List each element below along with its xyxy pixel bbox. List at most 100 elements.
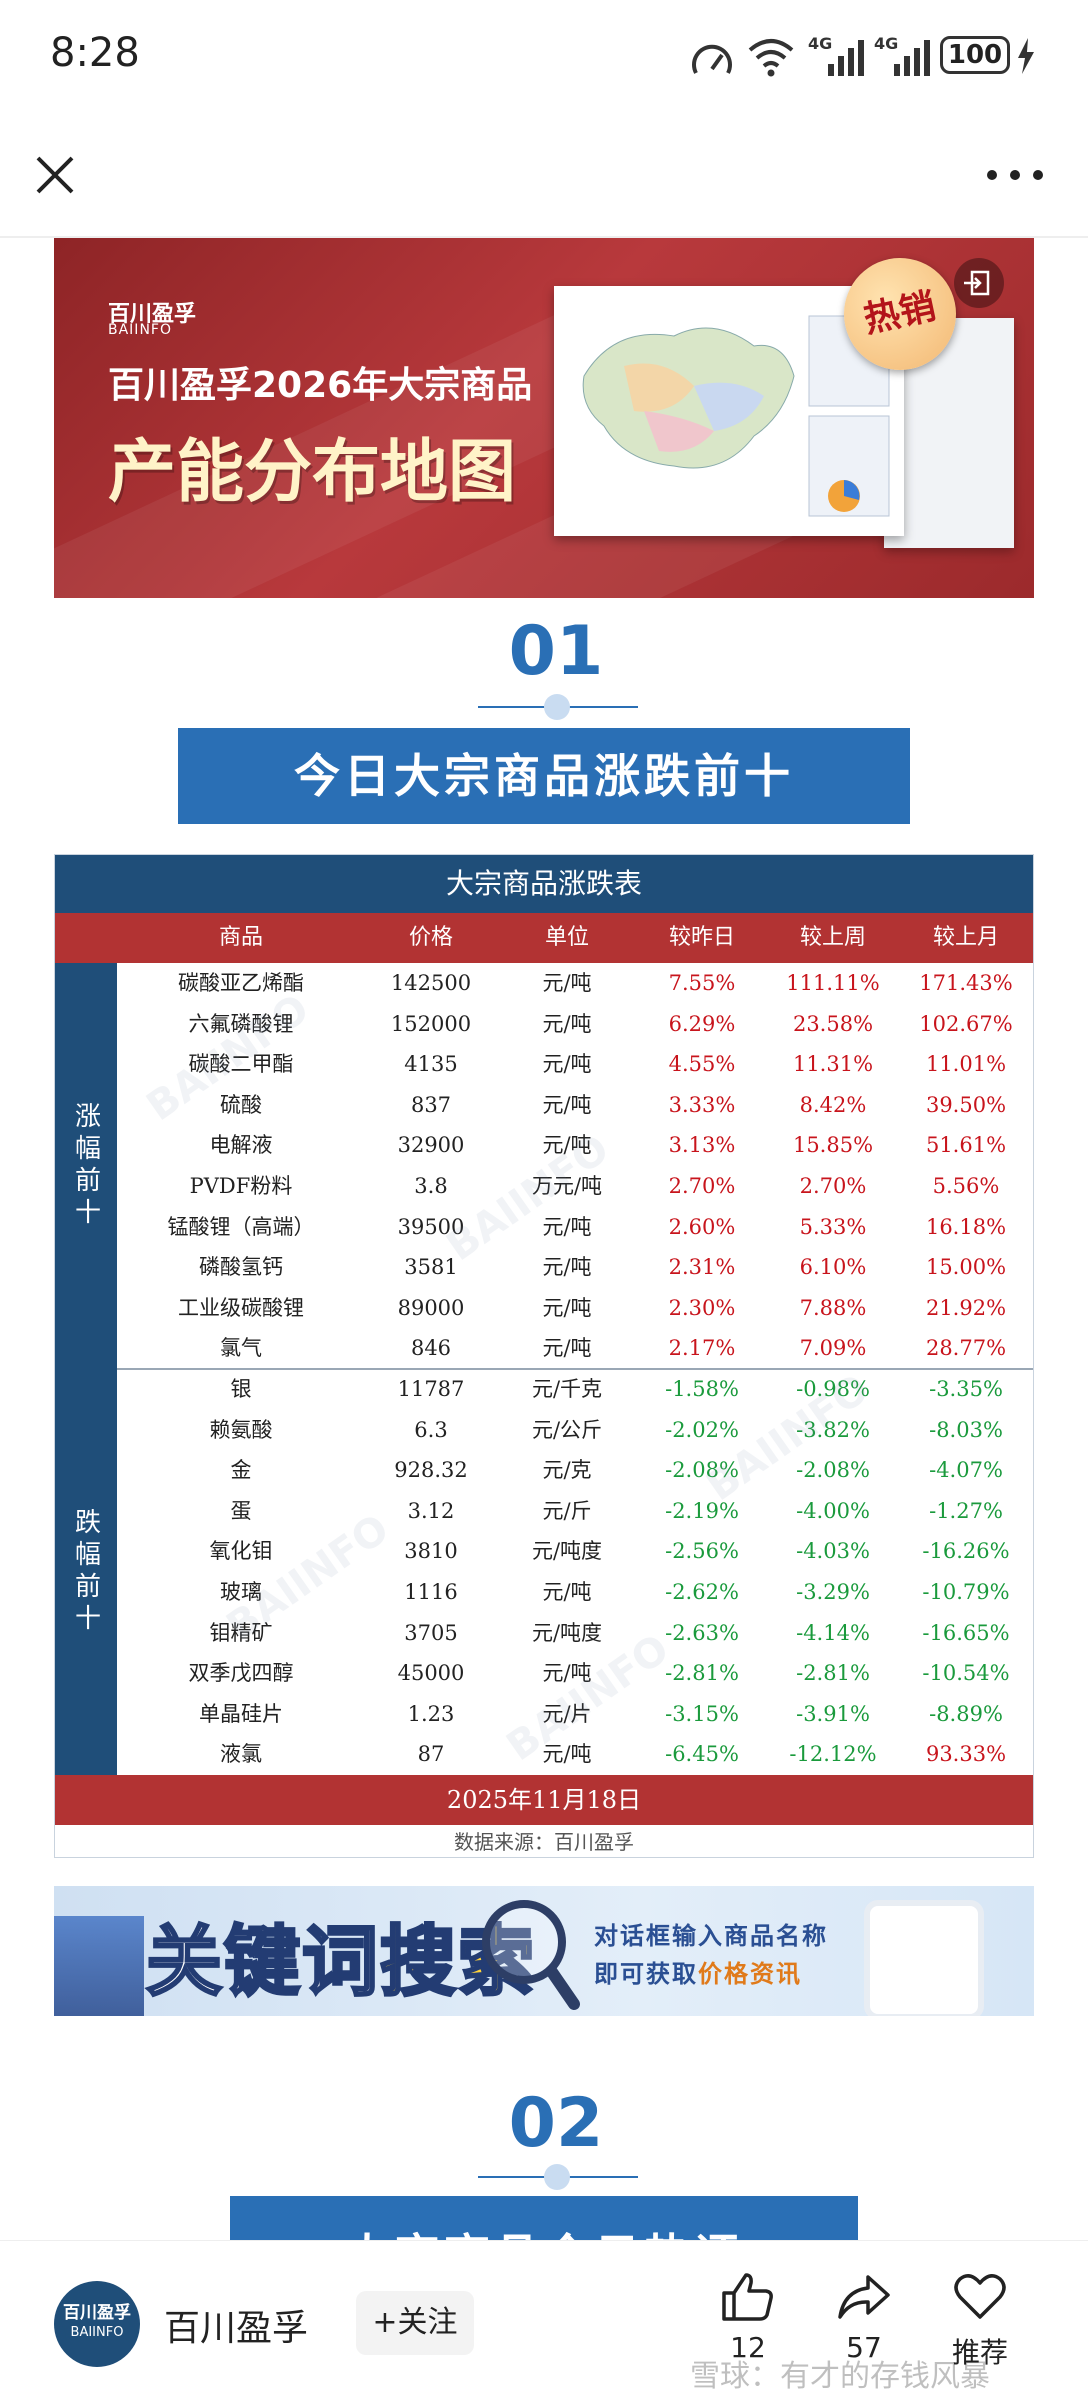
like-button[interactable]: 12 [708,2271,788,2391]
unit: 万元/吨 [531,1174,603,1198]
section-dot [544,2164,570,2190]
price: 1.23 [407,1701,455,1726]
share-icon [838,2275,890,2319]
change-vs-yesterday: -2.56% [665,1539,739,1564]
recommend-label: 推荐 [951,2336,1008,2369]
unit: 元/千克 [531,1377,603,1401]
change-vs-yesterday: 7.55% [668,971,736,995]
table-row: 玻璃 1116 元/吨 -2.62% -3.29% -10.79% [117,1572,1033,1612]
col-header-vs-last-month: 较上月 [932,925,999,950]
commodity-name: PVDF粉料 [189,1174,293,1198]
change-vs-last-week: 111.11% [786,971,880,995]
price: 3.8 [414,1174,448,1198]
price: 837 [410,1092,452,1117]
price: 846 [410,1336,452,1361]
unit: 元/吨 [542,971,592,995]
price: 89000 [397,1295,465,1320]
change-vs-yesterday: 3.13% [668,1133,736,1158]
keyword-search-banner[interactable]: 关键词搜索 对话框输入商品名称 即可获取价格资讯 [54,1886,1034,2016]
change-vs-last-month: -1.27% [929,1498,1003,1523]
table-row: 碳酸亚乙烯酯 142500 元/吨 7.55% 111.11% 171.43% [117,963,1033,1003]
price: 3.12 [407,1498,455,1523]
change-vs-yesterday: -2.63% [665,1620,739,1645]
section-title: 今日大宗商品涨跌前十 [178,728,910,824]
banner2-line2-part1: 即可获取 [594,1960,698,1988]
price: 928.32 [394,1458,468,1483]
col-header-commodity: 商品 [218,925,263,950]
table-row: 银 11787 元/千克 -1.58% -0.98% -3.35% [117,1369,1033,1409]
banner-logo-cn: 百川盈孚 [108,302,197,327]
commodity-name: 锰酸锂（高端） [167,1214,315,1239]
change-vs-last-week: 7.88% [799,1295,867,1320]
commodity-name: 磷酸氢钙 [199,1255,283,1280]
commodity-name: 赖氨酸 [209,1417,273,1442]
change-vs-last-week: -4.14% [796,1620,870,1645]
like-count: 12 [730,2331,766,2364]
change-vs-last-month: 16.18% [925,1214,1007,1239]
enter-icon[interactable] [954,258,1004,308]
price: 152000 [390,1011,472,1036]
change-vs-last-month: 102.67% [919,1011,1013,1036]
unit: 元/吨 [542,1336,592,1361]
commodity-name: 氧化钼 [209,1539,273,1564]
table-row: 工业级碳酸锂 89000 元/吨 2.30% 7.88% 21.92% [117,1288,1033,1328]
speed-gauge-icon [692,44,732,74]
bottom-bar: 百川盈孚 BAIINFO 百川盈孚 +关注 12 57 推荐 雪球：有才的存钱风… [0,2240,1088,2400]
change-vs-last-week: 23.58% [792,1011,874,1036]
commodity-name: 单晶硅片 [199,1701,283,1726]
change-vs-last-week: -12.12% [789,1742,877,1767]
unit: 元/吨 [542,1011,592,1036]
change-vs-last-month: -3.35% [929,1377,1003,1401]
change-vs-last-week: -3.29% [796,1580,870,1604]
share-count: 57 [846,2331,882,2364]
fall-group-text: 跌幅前十 [70,1508,101,1636]
change-vs-last-month: -16.26% [922,1539,1010,1564]
change-vs-last-week: -4.00% [796,1498,870,1523]
change-vs-last-month: -8.89% [929,1701,1003,1726]
banner-title-line1: 百川盈孚2026年大宗商品 [108,365,533,406]
change-vs-last-week: 2.70% [799,1174,867,1198]
share-button[interactable]: 57 [824,2271,904,2391]
commodity-name: 金 [230,1458,252,1483]
close-icon[interactable] [30,150,80,200]
recommend-button[interactable]: 推荐 [940,2271,1020,2391]
follow-button[interactable]: +关注 [356,2291,474,2355]
price: 3705 [404,1620,458,1645]
phone-mockup [864,1900,984,2016]
group-separator [117,1368,1033,1370]
commodity-name: 碳酸亚乙烯酯 [178,971,304,995]
banner2-title: 关键词搜索 [145,1900,536,2010]
account-name[interactable]: 百川盈孚 [164,2308,309,2349]
change-vs-yesterday: -2.02% [665,1417,739,1442]
change-vs-last-month: 51.61% [925,1133,1007,1158]
more-icon[interactable] [980,160,1050,190]
banner2-title-part2: 搜索 [379,1916,536,2008]
rise-group-text: 涨幅前十 [70,1102,101,1230]
change-vs-last-month: -8.03% [929,1417,1003,1442]
wifi-icon [748,39,794,77]
change-vs-last-month: 171.43% [919,971,1013,995]
signal-2: 4G [874,34,938,78]
table-row: 金 928.32 元/克 -2.08% -2.08% -4.07% [117,1450,1033,1490]
unit: 元/克 [542,1458,592,1483]
table-row: 碳酸二甲酯 4135 元/吨 4.55% 11.31% 11.01% [117,1044,1033,1084]
change-vs-last-week: 7.09% [799,1336,867,1361]
change-vs-yesterday: -2.19% [665,1498,739,1523]
unit: 元/吨 [542,1661,592,1686]
change-vs-yesterday: -2.81% [665,1661,739,1686]
magnifier-icon [482,1900,580,2010]
unit: 元/吨度 [531,1620,603,1645]
change-vs-last-month: -10.79% [922,1580,1010,1604]
change-vs-last-week: -0.98% [796,1377,870,1401]
change-vs-yesterday: 6.29% [668,1011,736,1036]
charging-bolt-icon [1018,38,1034,74]
avatar-text-cn: 百川盈孚 [63,2303,131,2323]
unit: 元/斤 [542,1498,592,1523]
banner-logo-en: BAIINFO [108,322,172,338]
change-vs-last-month: 21.92% [925,1295,1007,1320]
capacity-map-banner[interactable]: 百川盈孚 BAIINFO 百川盈孚2026年大宗商品 产能分布地图 热销 [54,238,1034,598]
unit: 元/吨 [542,1580,592,1604]
change-vs-last-month: 93.33% [925,1742,1007,1767]
unit: 元/吨 [542,1295,592,1320]
avatar[interactable]: 百川盈孚 BAIINFO [54,2281,140,2367]
